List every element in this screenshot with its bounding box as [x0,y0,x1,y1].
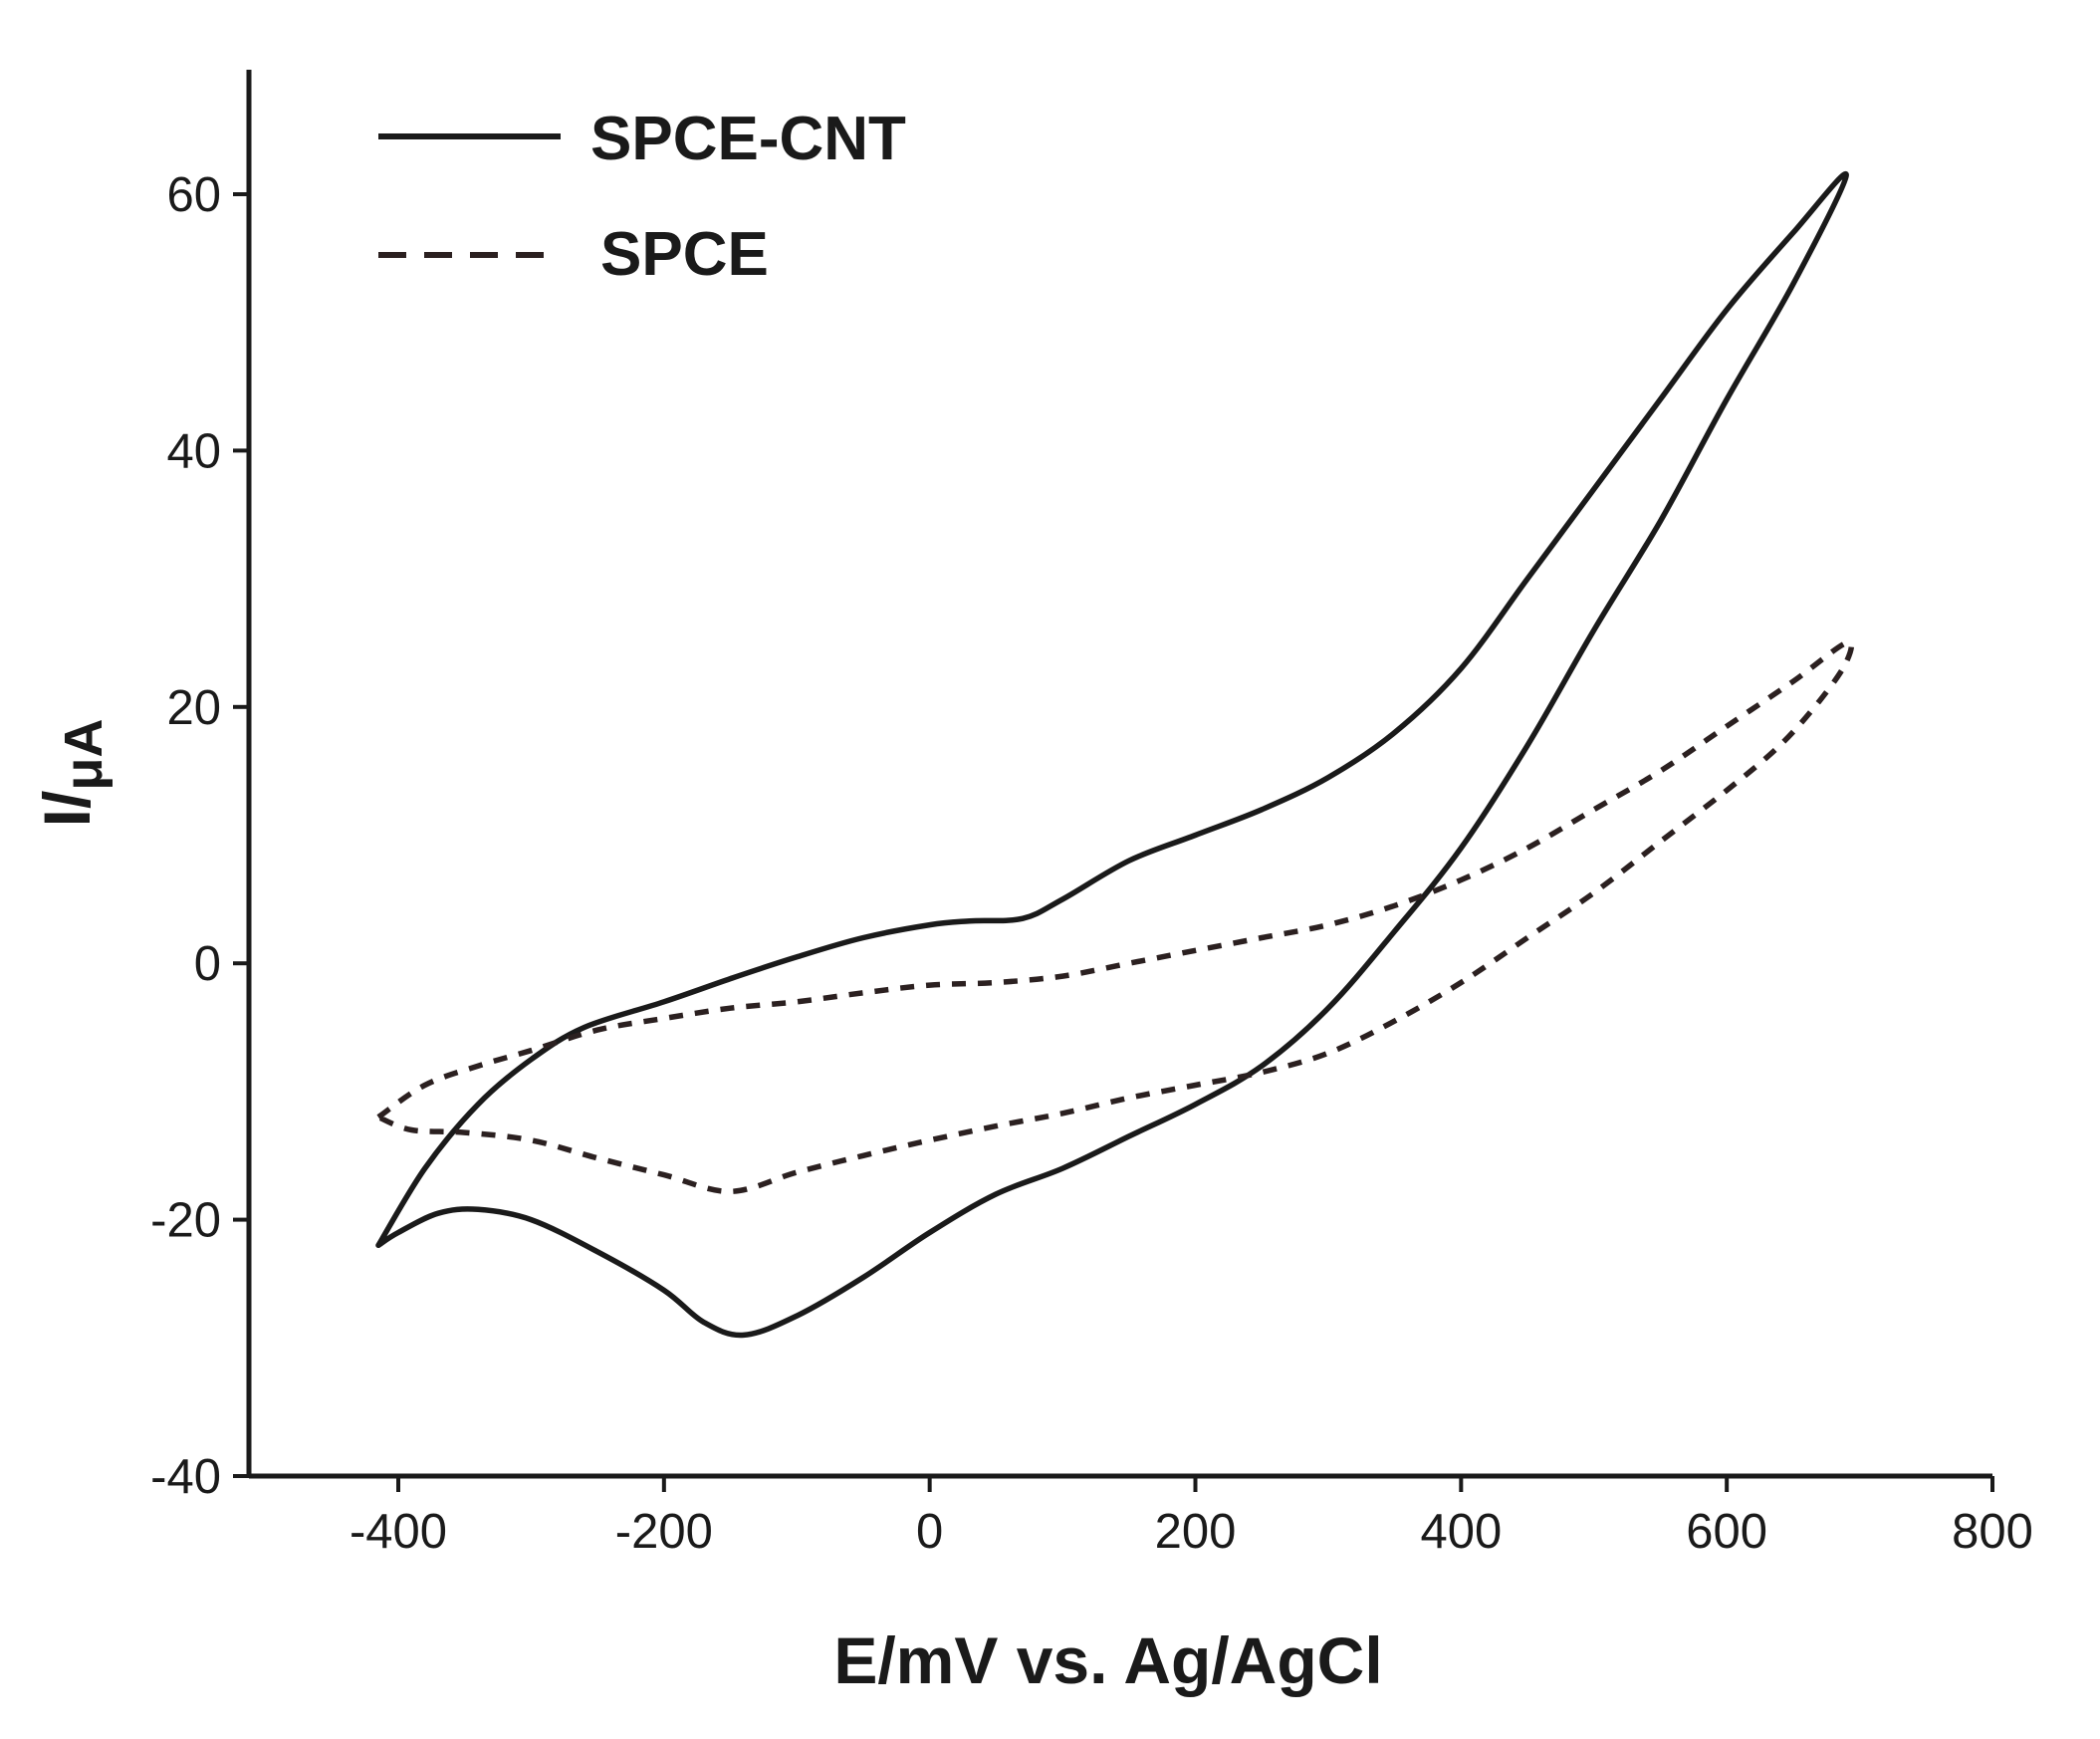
legend-label-spce: SPCE [600,220,769,289]
y-axis-title-unit: μA [54,719,114,791]
series-line-spce-cnt [375,170,1849,1339]
svg-text:I/μA: I/μA [30,719,114,828]
y-tick-label: 0 [194,937,221,991]
x-tick-label: -400 [350,1505,447,1559]
y-tick-label: 60 [166,168,221,222]
x-tick-label: 800 [1952,1505,2033,1559]
y-tick-label: 40 [166,424,221,478]
y-ticks: -40 -20 0 20 40 60 [150,168,249,1504]
y-axis-title: I/μA [30,719,114,828]
x-ticks: -400 -200 0 200 400 600 800 [350,1476,2033,1559]
x-tick-label: 0 [916,1505,943,1559]
series-layer [375,170,1855,1339]
legend-label-spce-cnt: SPCE-CNT [590,105,906,173]
x-axis-title: E/mV vs. Ag/AgCl [833,1623,1382,1697]
x-tick-label: 200 [1155,1505,1237,1559]
legend: SPCE-CNT SPCE [378,105,906,289]
y-tick-label: -20 [150,1194,221,1248]
x-tick-label: 600 [1686,1505,1767,1559]
y-axis-title-main: I/ [30,791,104,828]
series-line-spce [376,639,1855,1195]
y-tick-label: 20 [166,681,221,735]
x-tick-label: -200 [615,1505,713,1559]
x-tick-label: 400 [1420,1505,1502,1559]
y-tick-label: -40 [150,1450,221,1504]
